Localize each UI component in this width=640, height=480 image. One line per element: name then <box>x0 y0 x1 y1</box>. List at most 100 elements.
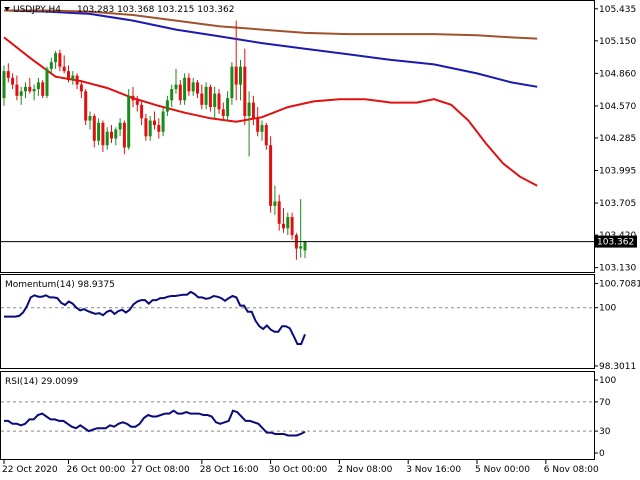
candle <box>303 240 307 259</box>
candle <box>264 122 268 150</box>
candle-body <box>170 89 174 101</box>
candle-body <box>32 89 36 92</box>
candle <box>286 212 290 236</box>
candle-body <box>273 201 277 206</box>
candle <box>110 125 113 143</box>
candle <box>144 113 148 141</box>
price-panel-frame <box>0 0 595 273</box>
candle <box>11 73 15 90</box>
momentum-panel-frame <box>0 274 595 369</box>
candle <box>36 77 40 96</box>
candle <box>170 84 174 108</box>
candle <box>19 86 23 105</box>
price-tick-label: 103.130 <box>599 264 636 274</box>
time-tick-label: 30 Oct 00:00 <box>269 465 328 475</box>
indicator-tick-label: 70 <box>599 398 611 408</box>
candle-body <box>6 71 10 78</box>
candle <box>217 89 221 114</box>
indicator-tick-label: 100 <box>599 304 616 314</box>
momentum-line <box>4 290 306 345</box>
candle-body <box>84 91 88 121</box>
candle <box>97 118 101 146</box>
candle-body <box>15 84 19 96</box>
candle-body <box>58 53 62 67</box>
candle-body <box>101 122 105 146</box>
candle <box>157 118 161 139</box>
candle <box>191 77 195 96</box>
candle <box>75 73 79 90</box>
candle <box>213 86 217 119</box>
candle <box>165 95 169 117</box>
price-axis: 105.435 105.150 104.860 104.570 104.285 103.9… <box>594 5 636 274</box>
candle <box>32 84 36 101</box>
candle-body <box>75 75 79 85</box>
candles <box>2 20 307 260</box>
candle <box>187 73 191 96</box>
candle-body <box>187 77 191 92</box>
price-tick-label: 104.570 <box>599 102 636 112</box>
candle <box>2 65 6 106</box>
candle-body <box>45 68 49 96</box>
candle <box>204 82 208 110</box>
candle <box>174 68 178 94</box>
candle <box>153 111 156 130</box>
candle-body <box>92 116 96 141</box>
candle <box>178 80 182 105</box>
candle <box>58 49 62 72</box>
momentum-label: Momentum(14) 98.9375 <box>5 280 115 290</box>
candle <box>101 120 105 152</box>
candle-body <box>19 91 23 96</box>
candle-body <box>110 131 113 139</box>
candle-body <box>178 84 182 101</box>
candle-body <box>251 102 255 119</box>
candle <box>226 91 230 121</box>
candle <box>62 55 66 74</box>
candle <box>79 80 83 99</box>
candle <box>135 95 139 112</box>
candle-body <box>54 53 58 63</box>
candle <box>131 86 135 108</box>
candle-body <box>200 93 204 105</box>
indicator-tick-label: 0 <box>599 449 605 459</box>
candle <box>239 59 242 101</box>
candle-body <box>71 75 75 81</box>
price-tick-label: 103.705 <box>599 199 636 209</box>
candle <box>54 50 58 69</box>
candle-body <box>234 66 238 85</box>
candle-body <box>299 246 303 249</box>
candle <box>118 118 122 137</box>
candle-body <box>153 120 156 126</box>
candle <box>234 20 238 101</box>
indicator-tick-label: 98.3011 <box>599 362 636 372</box>
candle <box>269 136 273 213</box>
candle-body <box>174 84 178 90</box>
candle-body <box>127 95 131 148</box>
candle-body <box>260 125 264 132</box>
candle-body <box>118 122 122 130</box>
candle-body <box>226 98 230 117</box>
rsi-label: RSI(14) 29.0099 <box>5 377 78 387</box>
time-tick-label: 2 Nov 08:00 <box>337 465 392 475</box>
candle-body <box>148 120 152 137</box>
time-tick-label: 22 Oct 2020 <box>2 465 58 475</box>
candle <box>41 80 45 99</box>
candle <box>28 77 32 94</box>
candle <box>45 66 49 99</box>
candle <box>247 91 251 157</box>
candle-body <box>49 62 53 69</box>
candle <box>127 89 131 150</box>
time-tick-label: 28 Oct 16:00 <box>200 465 259 475</box>
price-tick-label: 104.860 <box>599 69 636 79</box>
candle-body <box>213 93 217 108</box>
candle <box>230 62 234 105</box>
symbol-label: USDJPY,H4 <box>13 5 61 15</box>
candle <box>122 120 126 155</box>
candle-body <box>183 77 187 101</box>
rsi-line <box>4 409 306 437</box>
moving-averages <box>3 9 538 187</box>
candle <box>256 107 260 137</box>
candle <box>251 95 255 126</box>
candle-body <box>290 217 294 236</box>
moving-average-mid <box>3 9 538 88</box>
candle-body <box>264 125 268 146</box>
